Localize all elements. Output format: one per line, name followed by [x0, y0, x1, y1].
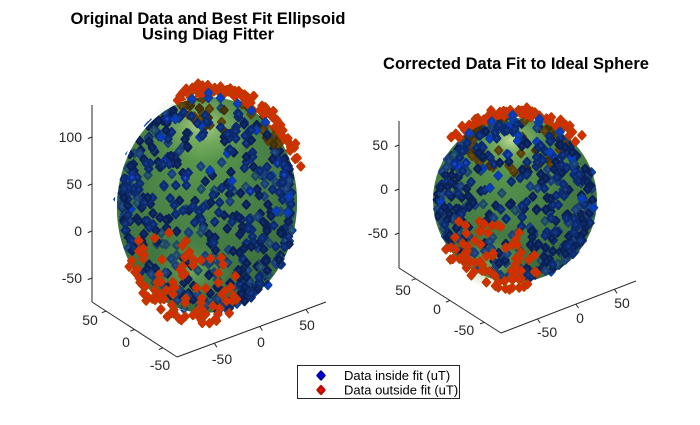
svg-text:0: 0: [74, 223, 82, 239]
svg-text:0: 0: [257, 334, 265, 350]
svg-text:50: 50: [395, 282, 411, 298]
svg-text:50: 50: [82, 312, 98, 328]
svg-text:Data inside fit (uT): Data inside fit (uT): [344, 368, 450, 383]
svg-text:-50: -50: [150, 357, 170, 373]
svg-text:-50: -50: [537, 324, 557, 340]
svg-text:100: 100: [59, 129, 83, 145]
svg-text:0: 0: [122, 334, 130, 350]
svg-text:Data outside fit (uT): Data outside fit (uT): [344, 383, 458, 398]
svg-text:50: 50: [372, 137, 388, 153]
svg-text:-50: -50: [454, 322, 474, 338]
svg-text:0: 0: [433, 301, 441, 317]
svg-text:Corrected Data Fit to Ideal Sp: Corrected Data Fit to Ideal Sphere: [383, 55, 649, 73]
svg-text:0: 0: [576, 310, 584, 326]
svg-text:0: 0: [380, 181, 388, 197]
svg-text:50: 50: [299, 317, 315, 333]
svg-text:50: 50: [66, 176, 82, 192]
svg-text:Original Data and Best Fit Ell: Original Data and Best Fit Ellipsoid: [70, 10, 345, 28]
svg-text:-50: -50: [212, 351, 232, 367]
svg-text:Using Diag Fitter: Using Diag Fitter: [142, 26, 275, 44]
svg-text:-50: -50: [62, 270, 82, 286]
svg-text:-50: -50: [368, 225, 388, 241]
svg-text:50: 50: [614, 295, 630, 311]
